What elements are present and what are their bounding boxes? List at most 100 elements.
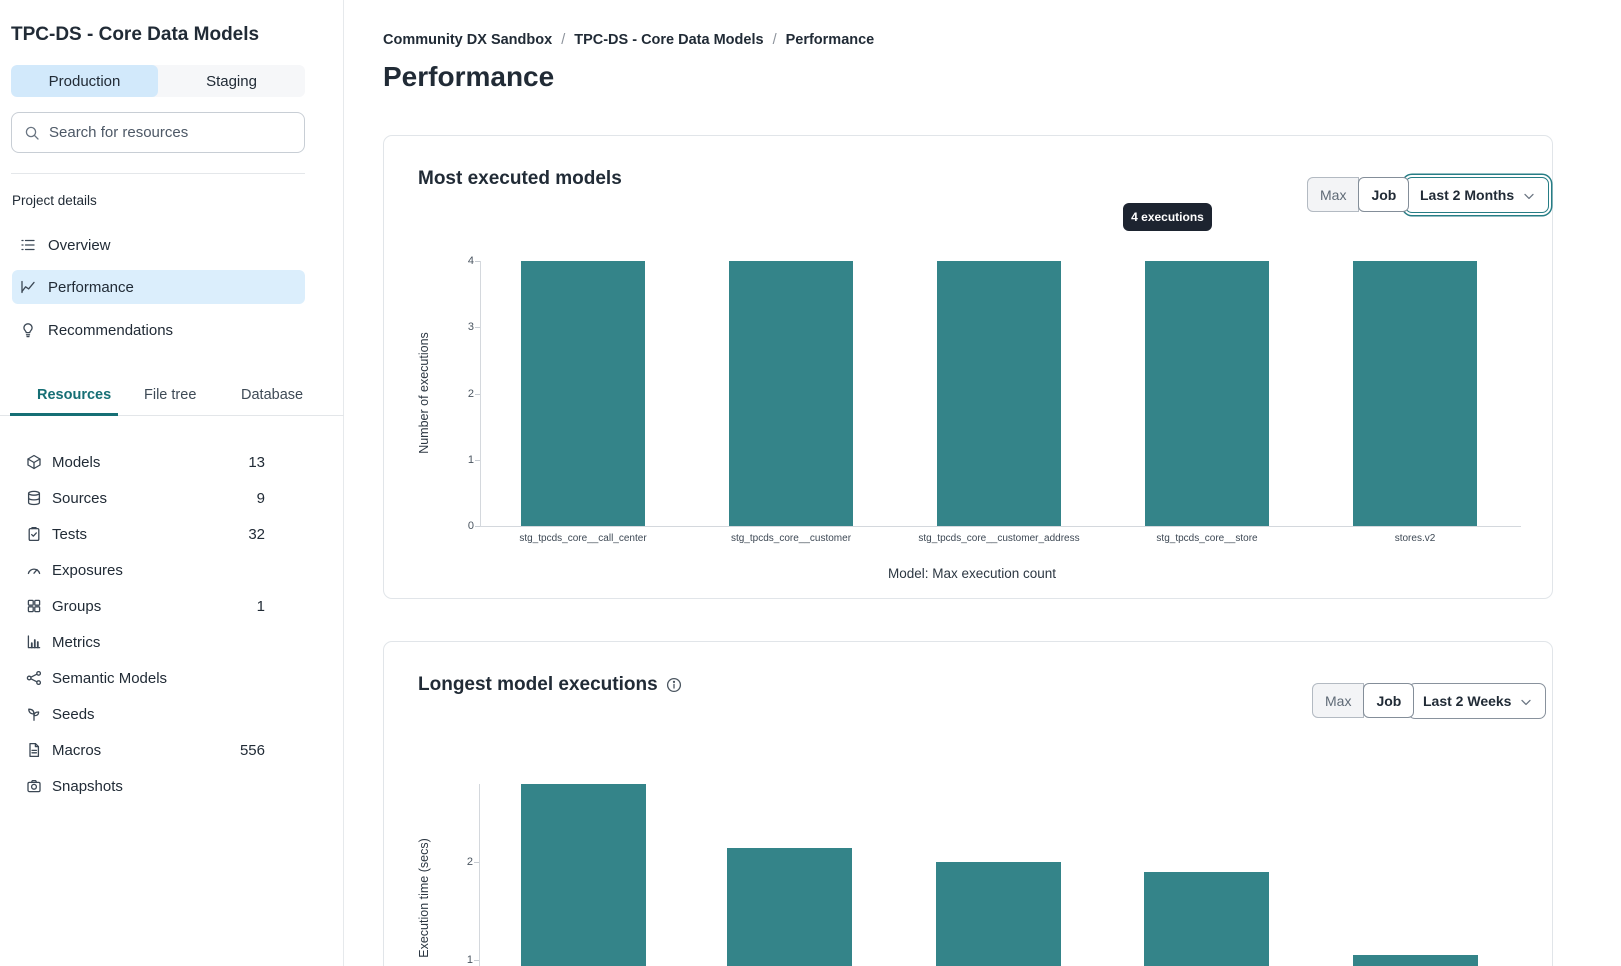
y-tick-mark xyxy=(475,393,480,395)
resource-label: Sources xyxy=(52,489,108,507)
max-job-toggle: Max Job xyxy=(1312,683,1415,718)
chart-bar[interactable] xyxy=(1145,261,1269,526)
tab-resources[interactable]: Resources xyxy=(37,387,112,403)
y-tick-mark xyxy=(475,327,480,329)
x-axis-line xyxy=(480,526,1521,527)
chart-bar[interactable] xyxy=(1353,261,1477,526)
sidebar-item-models[interactable]: Models 13 xyxy=(12,444,305,480)
sidebar-item-semantic-models[interactable]: Semantic Models xyxy=(12,660,305,696)
sidebar-item-groups[interactable]: Groups 1 xyxy=(12,588,305,624)
sidebar-item-exposures[interactable]: Exposures xyxy=(12,552,305,588)
chart-line-icon xyxy=(20,279,36,295)
y-tick-label: 2 xyxy=(466,856,473,869)
resource-label: Groups xyxy=(52,597,102,615)
tab-file-tree[interactable]: File tree xyxy=(144,387,197,403)
chart-bar[interactable] xyxy=(729,261,853,526)
x-tick-label: stg_tpcds_core__customer xyxy=(730,533,852,544)
resource-label: Snapshots xyxy=(52,777,123,795)
bar-tooltip: 4 executions xyxy=(1123,203,1212,231)
search-input[interactable] xyxy=(49,124,292,141)
sidebar-item-overview[interactable]: Overview xyxy=(12,228,305,262)
resource-search[interactable] xyxy=(11,112,305,153)
sidebar-item-sources[interactable]: Sources 9 xyxy=(12,480,305,516)
sidebar-item-snapshots[interactable]: Snapshots xyxy=(12,768,305,804)
chart-bar[interactable] xyxy=(1144,872,1269,966)
chart-bar[interactable] xyxy=(727,847,852,966)
max-job-toggle: Max Job xyxy=(1307,177,1410,212)
env-tab-production[interactable]: Production xyxy=(11,65,158,97)
chart-bar[interactable] xyxy=(1353,955,1478,966)
y-tick-label: 3 xyxy=(467,321,474,334)
list-icon xyxy=(20,237,36,253)
env-tab-staging[interactable]: Staging xyxy=(206,72,257,90)
y-tick-mark xyxy=(475,459,480,461)
y-tick-mark xyxy=(474,862,479,864)
y-axis-line xyxy=(480,261,481,526)
resource-label: Exposures xyxy=(52,561,123,579)
x-tick-label: stg_tpcds_core__customer_address xyxy=(918,533,1080,544)
camera-icon xyxy=(26,778,42,794)
chart-bar[interactable] xyxy=(937,261,1061,526)
x-tick-label: stg_tpcds_core__store xyxy=(1156,533,1258,544)
date-range-select[interactable]: Last 2 Months xyxy=(1405,177,1550,213)
x-axis-title: Model: Max execution count xyxy=(887,566,1057,581)
sidebar-item-performance[interactable]: Performance xyxy=(12,270,305,304)
info-icon[interactable] xyxy=(666,677,682,693)
seedling-icon xyxy=(26,706,42,722)
sidebar-divider xyxy=(11,173,305,174)
chart-bar[interactable] xyxy=(936,862,1061,966)
toggle-job-button[interactable]: Job xyxy=(1363,683,1415,718)
y-axis-title: Execution time (secs) xyxy=(417,838,431,958)
resource-count: 556 xyxy=(239,741,265,759)
resource-label: Models xyxy=(52,453,101,471)
sidebar-item-label: Recommendations xyxy=(48,321,174,339)
project-title: TPC-DS - Core Data Models xyxy=(11,24,260,45)
sidebar-item-recommendations[interactable]: Recommendations xyxy=(12,313,305,347)
breadcrumb-current: Performance xyxy=(785,32,875,48)
sidebar-item-seeds[interactable]: Seeds xyxy=(12,696,305,732)
active-tab-underline xyxy=(10,413,118,416)
tab-database[interactable]: Database xyxy=(241,387,304,403)
resource-count: 32 xyxy=(248,525,265,543)
resource-count: 13 xyxy=(248,453,265,471)
sidebar-item-macros[interactable]: Macros 556 xyxy=(12,732,305,768)
grid-icon xyxy=(26,598,42,614)
chart-bar[interactable] xyxy=(521,261,645,526)
sidebar-item-metrics[interactable]: Metrics xyxy=(12,624,305,660)
y-tick-mark xyxy=(475,261,480,262)
project-sidebar: TPC-DS - Core Data Models Production Sta… xyxy=(0,0,344,966)
tabbar-baseline xyxy=(0,415,344,416)
chart-title-text: Longest model executions xyxy=(418,674,658,695)
x-tick-label: stg_tpcds_core__call_center xyxy=(519,533,647,544)
search-icon xyxy=(24,125,40,141)
y-tick-label: 1 xyxy=(467,453,474,466)
sidebar-item-label: Overview xyxy=(48,236,111,254)
environment-toggle: Production Staging xyxy=(11,65,305,97)
toggle-max-button[interactable]: Max xyxy=(1312,683,1365,718)
lightbulb-icon xyxy=(20,322,36,338)
sidebar-item-tests[interactable]: Tests 32 xyxy=(12,516,305,552)
chart-title: Most executed models xyxy=(418,168,622,189)
project-details-label: Project details xyxy=(12,193,97,208)
breadcrumb-project[interactable]: TPC-DS - Core Data Models xyxy=(574,32,764,48)
y-tick-label: 0 xyxy=(467,520,474,532)
chart-bar[interactable] xyxy=(521,784,646,966)
cube-icon xyxy=(26,454,42,470)
sidebar-item-label: Performance xyxy=(48,278,134,296)
breadcrumb-account[interactable]: Community DX Sandbox xyxy=(383,32,553,48)
toggle-job-button[interactable]: Job xyxy=(1358,177,1410,212)
toggle-max-button[interactable]: Max xyxy=(1307,177,1360,212)
resource-label: Macros xyxy=(52,741,102,759)
resource-count: 9 xyxy=(256,489,265,507)
breadcrumb: Community DX Sandbox / TPC-DS - Core Dat… xyxy=(383,32,874,48)
resource-label: Tests xyxy=(52,525,88,543)
chart-title: Longest model executions xyxy=(418,674,682,696)
y-tick-label: 1 xyxy=(466,954,473,966)
file-icon xyxy=(26,742,42,758)
date-range-select[interactable]: Last 2 Weeks xyxy=(1408,683,1547,719)
date-range-value: Last 2 Weeks xyxy=(1423,693,1512,709)
sidebar-tabbar: Resources File tree Database xyxy=(0,383,344,416)
y-tick-mark xyxy=(474,960,479,961)
breadcrumb-separator: / xyxy=(772,32,777,48)
